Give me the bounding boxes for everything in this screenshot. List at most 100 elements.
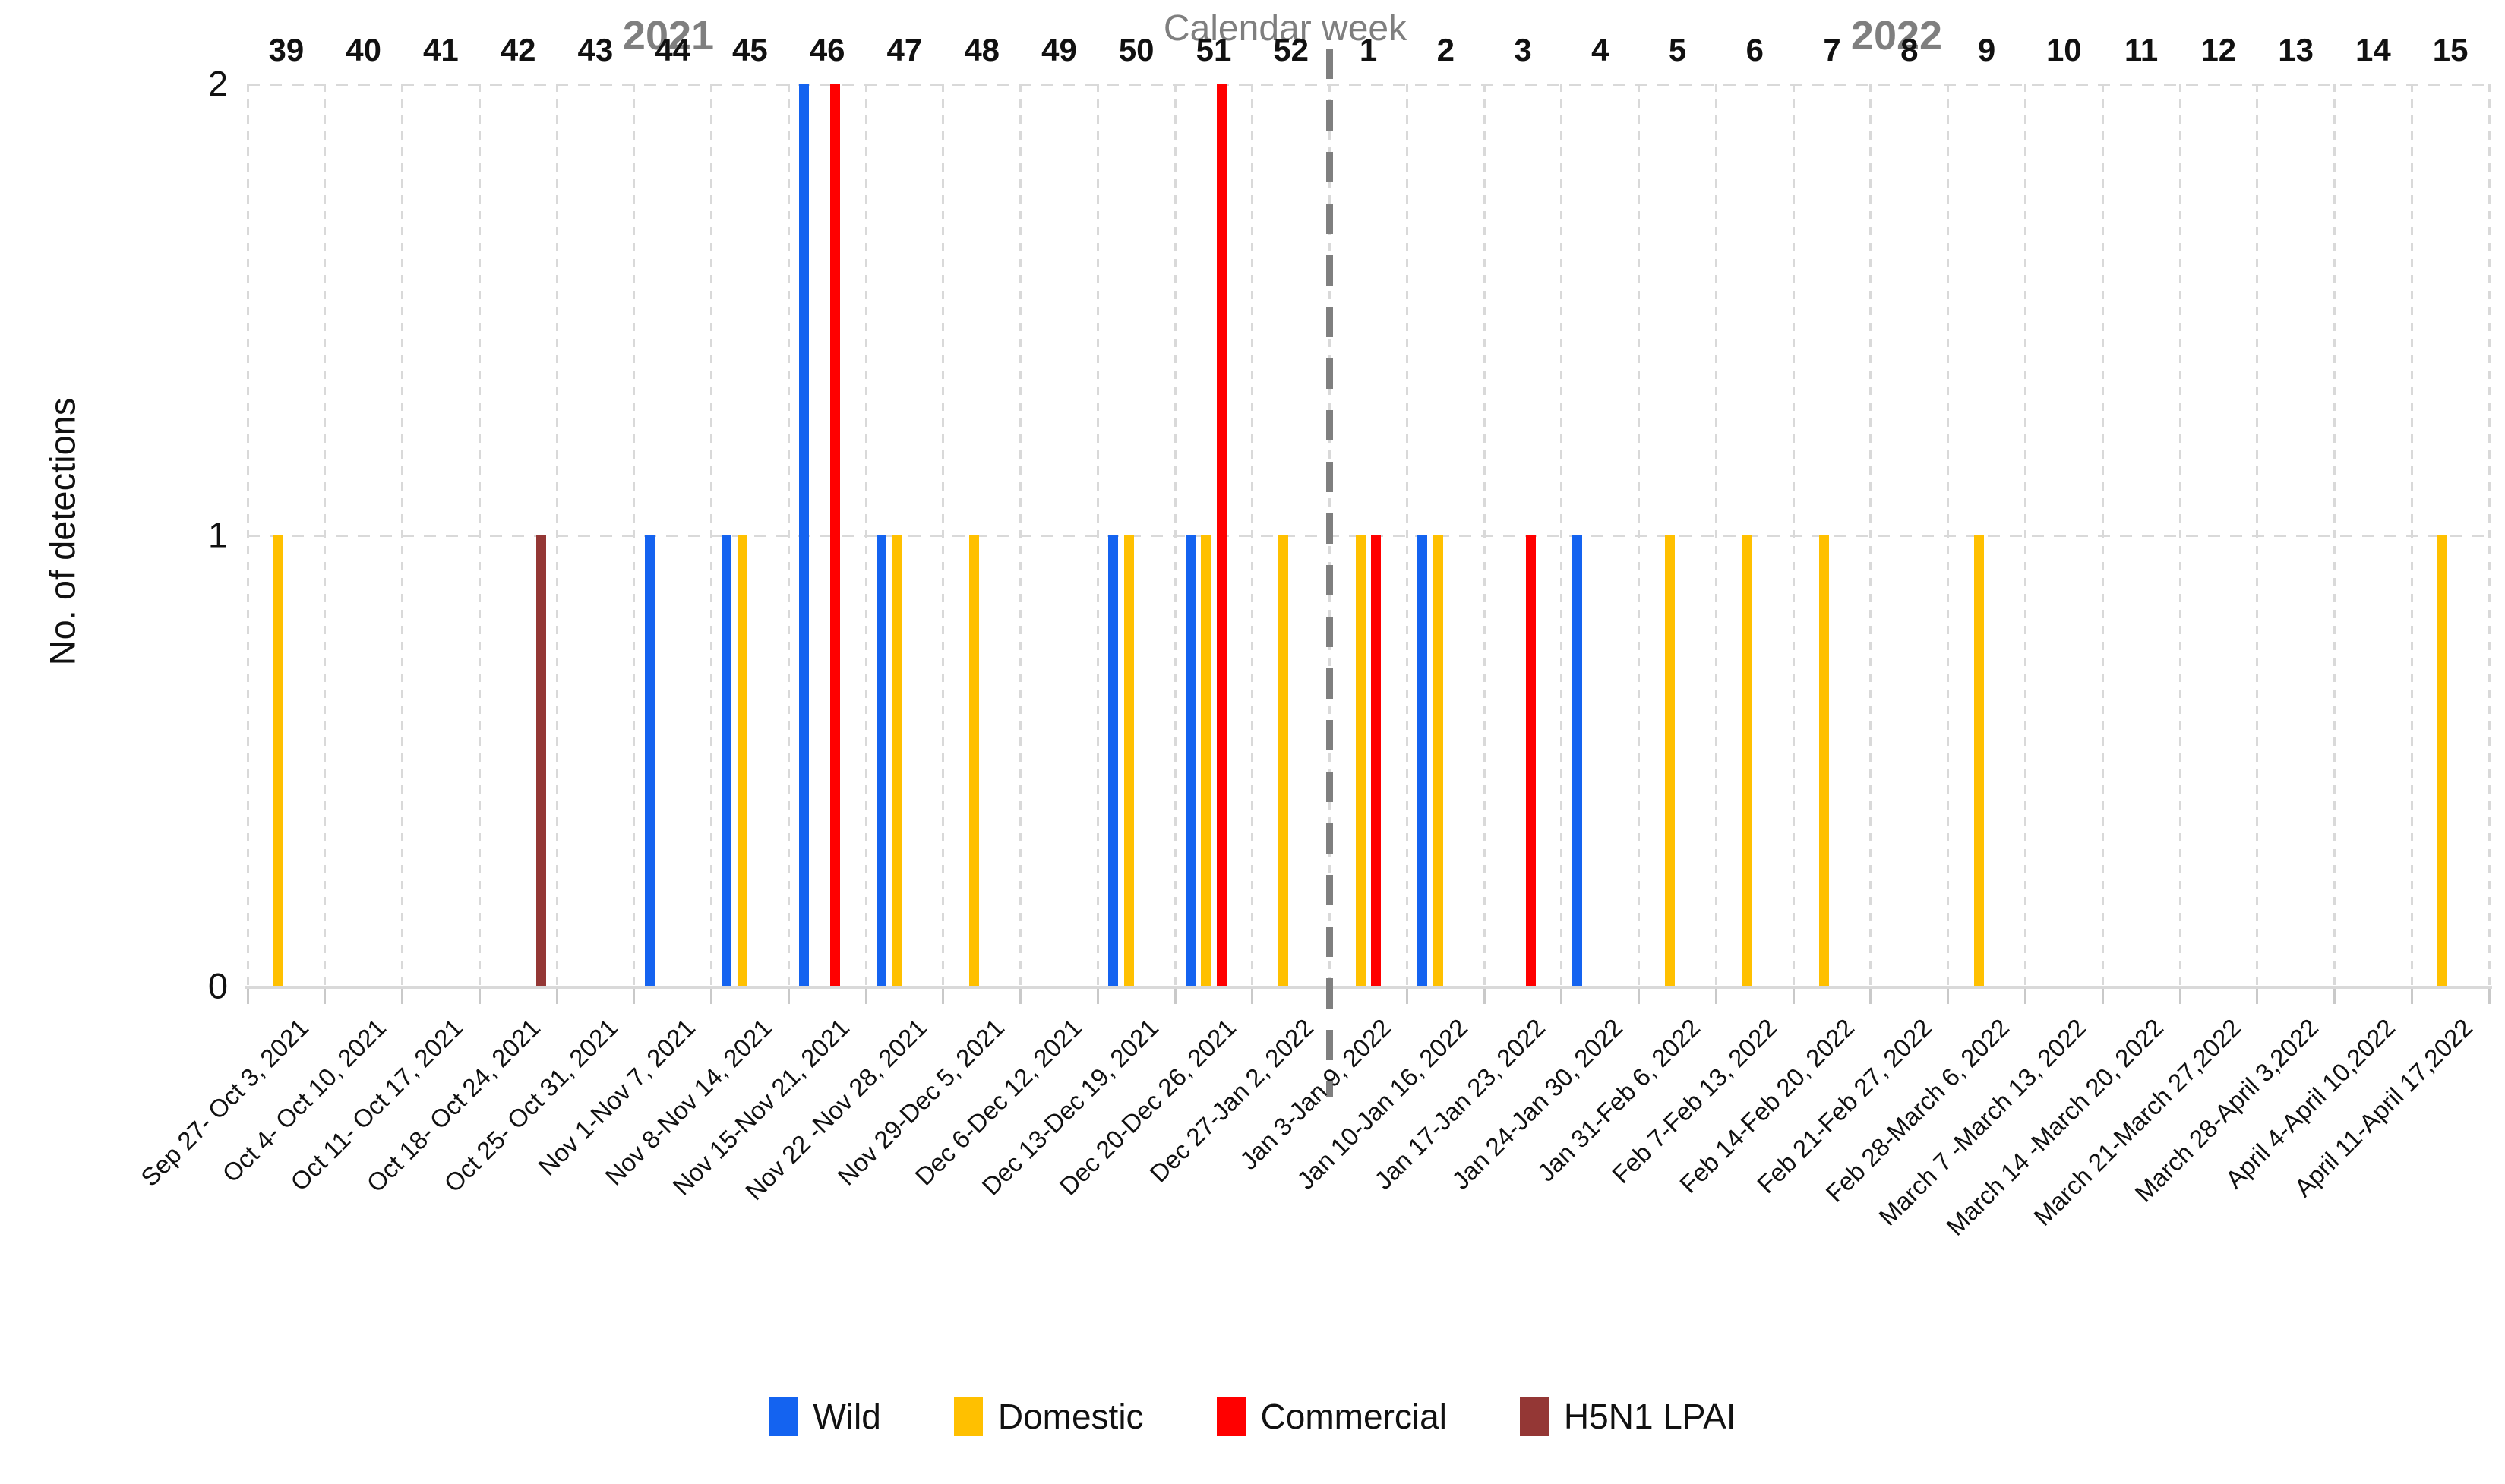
bar-domestic bbox=[1819, 535, 1830, 986]
date-range-label: Dec 6-Dec 12, 2021 bbox=[908, 1013, 1087, 1191]
x-axis-baseline bbox=[245, 986, 2492, 989]
y-axis-title: No. of detections bbox=[42, 397, 83, 666]
x-axis-tick bbox=[1251, 986, 1254, 1004]
bar-commercial bbox=[1216, 84, 1227, 986]
y-tick-1: 1 bbox=[207, 514, 228, 555]
bar-commercial bbox=[829, 84, 840, 986]
gridline-week-boundary bbox=[2023, 84, 2026, 986]
x-axis-tick bbox=[633, 986, 636, 1004]
x-axis-tick bbox=[1019, 986, 1022, 1004]
gridline-week-boundary bbox=[2101, 84, 2104, 986]
bar-domestic bbox=[1742, 535, 1752, 986]
week-number-label: 50 bbox=[1118, 32, 1155, 68]
week-number-label: 42 bbox=[500, 32, 536, 68]
date-range-label: Feb 21-Feb 27, 2022 bbox=[1751, 1013, 1937, 1199]
week-number-label: 12 bbox=[2200, 32, 2237, 68]
bar-domestic bbox=[1433, 535, 1443, 986]
x-axis-tick bbox=[246, 986, 249, 1004]
gridline-week-boundary bbox=[787, 84, 790, 986]
bar-domestic bbox=[892, 535, 902, 986]
week-number-label: 15 bbox=[2432, 32, 2469, 68]
x-axis-tick bbox=[555, 986, 558, 1004]
bar-domestic bbox=[1973, 535, 1984, 986]
gridline-week-boundary bbox=[2488, 84, 2491, 986]
date-range-label: Jan 3-Jan 9, 2022 bbox=[1234, 1013, 1396, 1175]
legend-item-wild: Wild bbox=[769, 1396, 881, 1437]
date-range-label: March 14 -March 20, 2022 bbox=[1941, 1013, 2169, 1241]
year-label-2021: 2021 bbox=[622, 13, 715, 58]
date-range-label: Nov 1-Nov 7, 2021 bbox=[532, 1013, 700, 1181]
week-number-label: 5 bbox=[1668, 32, 1687, 68]
gridline-week-boundary bbox=[1019, 84, 1022, 986]
bar-wild bbox=[1108, 535, 1119, 986]
x-axis-tick bbox=[2333, 986, 2336, 1004]
week-number-label: 4 bbox=[1591, 32, 1609, 68]
gridline-week-boundary bbox=[942, 84, 945, 986]
x-axis-tick bbox=[2256, 986, 2259, 1004]
legend-swatch-wild bbox=[769, 1397, 798, 1436]
week-number-label: 47 bbox=[886, 32, 923, 68]
gridline-week-boundary bbox=[2256, 84, 2259, 986]
date-range-label: Jan 31-Feb 6, 2022 bbox=[1531, 1013, 1705, 1187]
gridline-week-boundary bbox=[1714, 84, 1717, 986]
legend-label: Wild bbox=[813, 1397, 881, 1436]
bar-domestic bbox=[969, 535, 979, 986]
x-axis-tick bbox=[864, 986, 867, 1004]
date-range-label: Oct 4- Oct 10, 2021 bbox=[216, 1013, 391, 1188]
x-axis-tick bbox=[787, 986, 790, 1004]
legend-swatch-domestic bbox=[953, 1397, 983, 1436]
date-range-label: Jan 17-Jan 23, 2022 bbox=[1369, 1013, 1551, 1195]
week-number-label: 52 bbox=[1273, 32, 1309, 68]
date-range-label: Jan 10-Jan 16, 2022 bbox=[1291, 1013, 1474, 1195]
date-range-label: March 28-April 3,2022 bbox=[2129, 1013, 2323, 1208]
bar-domestic bbox=[737, 535, 747, 986]
week-number-label: 8 bbox=[1900, 32, 1919, 68]
week-number-label: 51 bbox=[1196, 32, 1232, 68]
gridline-week-boundary bbox=[1096, 84, 1099, 986]
gridline-week-boundary bbox=[1947, 84, 1950, 986]
gridline-week-boundary bbox=[401, 84, 403, 986]
year-label-2022: 2022 bbox=[1850, 13, 1943, 58]
legend-item-commercial: Commercial bbox=[1216, 1396, 1447, 1437]
x-axis-tick bbox=[1869, 986, 1872, 1004]
week-number-label: 10 bbox=[2045, 32, 2082, 68]
week-number-label: 45 bbox=[732, 32, 768, 68]
legend-item-h5n1-lpai: H5N1 LPAI bbox=[1519, 1396, 1736, 1437]
gridline-week-boundary bbox=[246, 84, 249, 986]
week-number-label: 41 bbox=[423, 32, 459, 68]
week-number-label: 13 bbox=[2278, 32, 2314, 68]
date-range-label: Feb 7-Feb 13, 2022 bbox=[1606, 1013, 1783, 1189]
bar-commercial bbox=[1525, 535, 1536, 986]
gridline-week-boundary bbox=[478, 84, 481, 986]
bar-wild bbox=[1417, 535, 1428, 986]
date-range-label: Dec 27-Jan 2, 2022 bbox=[1144, 1013, 1319, 1188]
week-number-label: 49 bbox=[1041, 32, 1077, 68]
x-axis-tick bbox=[1714, 986, 1717, 1004]
gridline-week-boundary bbox=[633, 84, 636, 986]
x-axis-tick bbox=[1947, 986, 1950, 1004]
gridline-week-boundary bbox=[1792, 84, 1795, 986]
week-number-label: 46 bbox=[809, 32, 845, 68]
x-axis-tick bbox=[324, 986, 327, 1004]
bar-domestic bbox=[2437, 535, 2448, 986]
week-number-label: 11 bbox=[2124, 32, 2159, 68]
legend-item-domestic: Domestic bbox=[953, 1396, 1144, 1437]
gridline-week-boundary bbox=[1638, 84, 1641, 986]
bar-wild bbox=[799, 84, 810, 986]
x-axis-tick bbox=[1638, 986, 1641, 1004]
y-tick-0: 0 bbox=[207, 965, 228, 1006]
week-number-label: 1 bbox=[1359, 32, 1378, 68]
bar-wild bbox=[876, 535, 886, 986]
week-number-label: 44 bbox=[655, 32, 691, 68]
date-range-label: Feb 28-March 6, 2022 bbox=[1820, 1013, 2014, 1208]
date-range-label: Oct 25- Oct 31, 2021 bbox=[438, 1013, 624, 1198]
year-divider-line bbox=[1326, 49, 1334, 1097]
bar-domestic bbox=[1201, 535, 1211, 986]
gridline-week-boundary bbox=[1251, 84, 1254, 986]
week-number-label: 43 bbox=[577, 32, 614, 68]
x-axis-tick bbox=[942, 986, 945, 1004]
x-axis-tick bbox=[2488, 986, 2491, 1004]
date-range-label: Oct 18- Oct 24, 2021 bbox=[361, 1013, 546, 1198]
gridline-week-boundary bbox=[1560, 84, 1563, 986]
x-axis-tick bbox=[710, 986, 713, 1004]
